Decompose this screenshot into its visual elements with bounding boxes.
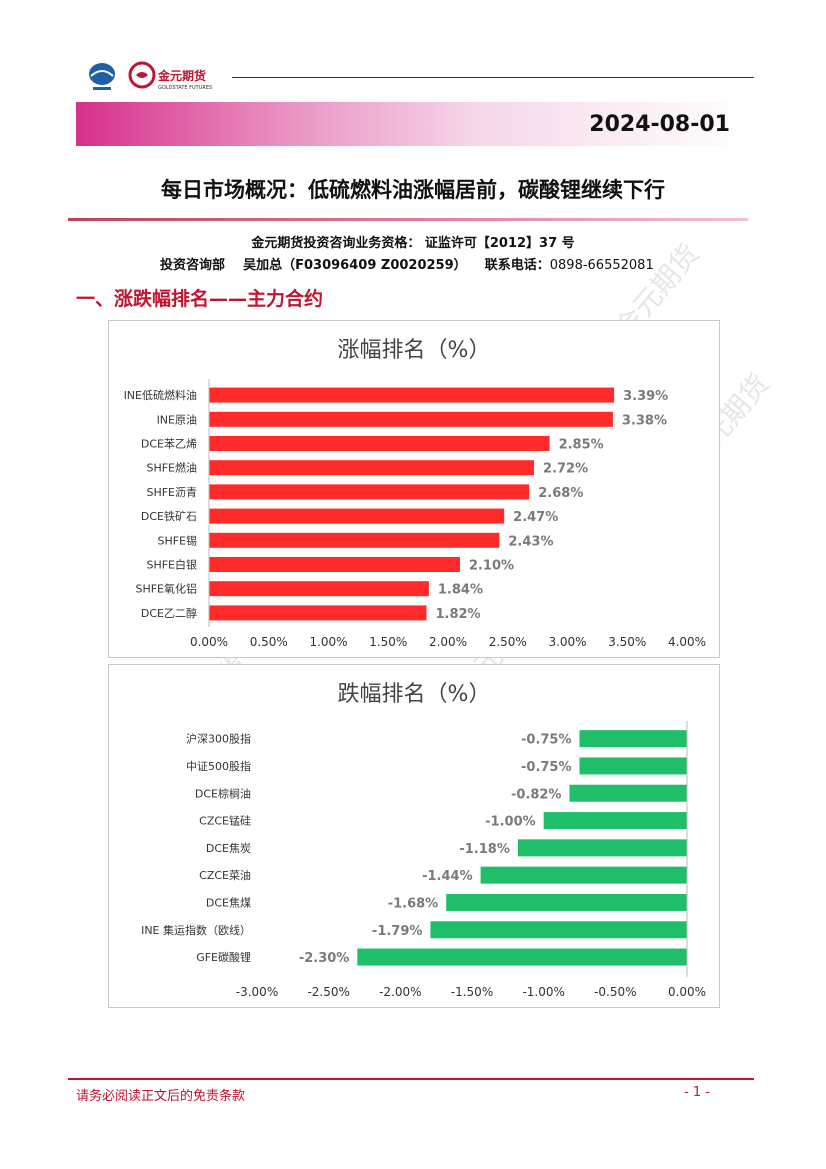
category-label: SHFE燃油	[146, 461, 197, 475]
bar	[209, 508, 505, 524]
bar	[543, 812, 687, 830]
data-label: 1.82%	[435, 607, 480, 622]
data-label: 2.43%	[508, 534, 553, 549]
tick-label: -2.50%	[307, 985, 349, 999]
tick-label: -1.50%	[451, 985, 493, 999]
chart-title: 涨幅排名（%）	[338, 338, 491, 363]
tick-label: 4.00%	[668, 635, 706, 649]
tick-label: -1.00%	[522, 985, 564, 999]
category-label: INE原油	[157, 412, 197, 426]
category-label: DCE乙二醇	[141, 606, 197, 620]
bar	[517, 839, 687, 857]
section-heading: 一、涨跌幅排名——主力合约	[76, 288, 324, 310]
page-title: 每日市场概况：低硫燃料油涨幅居前，碳酸锂继续下行	[161, 178, 665, 202]
data-label: -1.44%	[422, 869, 473, 884]
bar	[480, 866, 687, 884]
page-number: - 1 -	[684, 1085, 710, 1100]
data-label: -1.18%	[459, 842, 510, 857]
category-label: DCE棕榈油	[195, 786, 251, 800]
tick-label: 0.00%	[190, 635, 228, 649]
bar	[209, 484, 530, 500]
tick-label: 0.00%	[668, 985, 706, 999]
category-label: DCE焦煤	[206, 896, 251, 909]
tick-label: 0.50%	[250, 635, 288, 649]
tick-label: 3.00%	[548, 635, 586, 649]
data-label: 2.68%	[538, 486, 583, 501]
bar	[209, 557, 460, 572]
data-label: -0.75%	[521, 760, 572, 775]
bar	[446, 893, 687, 911]
tick-label: -3.00%	[236, 985, 278, 999]
category-label: SHFE白银	[146, 558, 197, 572]
data-label: 1.84%	[438, 583, 483, 598]
data-label: 2.47%	[513, 510, 558, 525]
bar	[209, 605, 427, 621]
chart-title: 跌幅排名（%）	[338, 682, 491, 707]
gain-chart-svg: 涨幅排名（%） INE低硫燃料油 3.39% INE原油 3.38% DCE苯乙烯 2.85…	[124, 338, 707, 649]
category-label: CZCE锰硅	[199, 814, 251, 828]
data-label: 3.38%	[622, 413, 667, 428]
bar	[569, 784, 687, 802]
date-banner	[76, 102, 752, 146]
bar	[209, 581, 429, 597]
data-label: -1.00%	[485, 815, 535, 830]
tel-number: 0898-66552081	[549, 258, 654, 273]
bar	[209, 436, 550, 451]
bar	[209, 387, 615, 403]
logo-subtext: GOLDSTATE FUTURES	[158, 85, 212, 91]
data-label: 2.72%	[543, 462, 588, 477]
tick-label: 1.50%	[369, 635, 407, 649]
data-label: -0.75%	[521, 733, 572, 748]
bar	[209, 532, 500, 548]
data-label: 2.10%	[469, 559, 514, 574]
category-label: INE 集运指数（欧线）	[141, 923, 251, 937]
disclaimer-note: 请务必阅读正文后的免责条款	[76, 1089, 246, 1104]
report-date: 2024-08-01	[589, 112, 730, 137]
category-label: DCE焦炭	[206, 842, 251, 855]
data-label: -1.68%	[388, 896, 439, 911]
category-label: DCE铁矿石	[141, 510, 197, 523]
title-divider	[68, 218, 748, 221]
category-label: 中证500股指	[186, 759, 251, 773]
bar	[209, 460, 535, 476]
bar	[579, 730, 687, 748]
category-label: CZCE菜油	[199, 868, 251, 882]
tick-label: 3.50%	[608, 635, 646, 649]
department: 投资咨询部	[160, 258, 226, 273]
category-label: GFE碳酸锂	[196, 950, 251, 964]
company-logo: 金元期货 GOLDSTATE FUTURES	[82, 60, 232, 98]
category-label: DCE苯乙烯	[141, 437, 197, 451]
bar	[357, 948, 687, 966]
loss-chart-svg: 跌幅排名（%） 沪深300股指 -0.75% 中证500股指 -0.75% DCE棕榈油 -…	[141, 682, 706, 999]
tick-label: 1.00%	[309, 635, 347, 649]
bar	[430, 921, 687, 939]
analyst: 吴加总（F03096409 Z0020259）	[243, 258, 467, 273]
footer-divider	[68, 1078, 754, 1080]
category-label: SHFE氧化铝	[135, 582, 197, 596]
category-label: 沪深300股指	[186, 732, 251, 746]
header-divider	[232, 77, 754, 78]
category-label: SHFE锡	[157, 533, 197, 547]
gain-ranking-chart: 涨幅排名（%） INE低硫燃料油 3.39% INE原油 3.38% DCE苯乙烯 2.85…	[108, 320, 720, 658]
tel-label: 联系电话：	[484, 258, 550, 273]
logo-text: 金元期货	[157, 68, 206, 83]
tick-label: -0.50%	[594, 985, 636, 999]
category-label: SHFE沥青	[146, 486, 197, 499]
license-info: 金元期货投资咨询业务资格： 证监许可【2012】37 号	[251, 236, 575, 251]
tick-label: -2.00%	[379, 985, 421, 999]
tick-label: 2.00%	[429, 635, 467, 649]
data-label: -0.82%	[511, 787, 562, 802]
data-label: 3.39%	[623, 389, 668, 404]
loss-ranking-chart: 跌幅排名（%） 沪深300股指 -0.75% 中证500股指 -0.75% DCE棕榈油 -…	[108, 664, 720, 1008]
data-label: -2.30%	[299, 951, 350, 966]
data-label: 2.85%	[559, 438, 604, 453]
data-label: -1.79%	[372, 924, 423, 939]
contact-info: 投资咨询部 吴加总（F03096409 Z0020259） 联系电话：0898-…	[160, 254, 654, 273]
bar	[579, 757, 687, 775]
tick-label: 2.50%	[489, 635, 527, 649]
category-label: INE低硫燃料油	[124, 388, 197, 402]
bar	[209, 411, 613, 427]
